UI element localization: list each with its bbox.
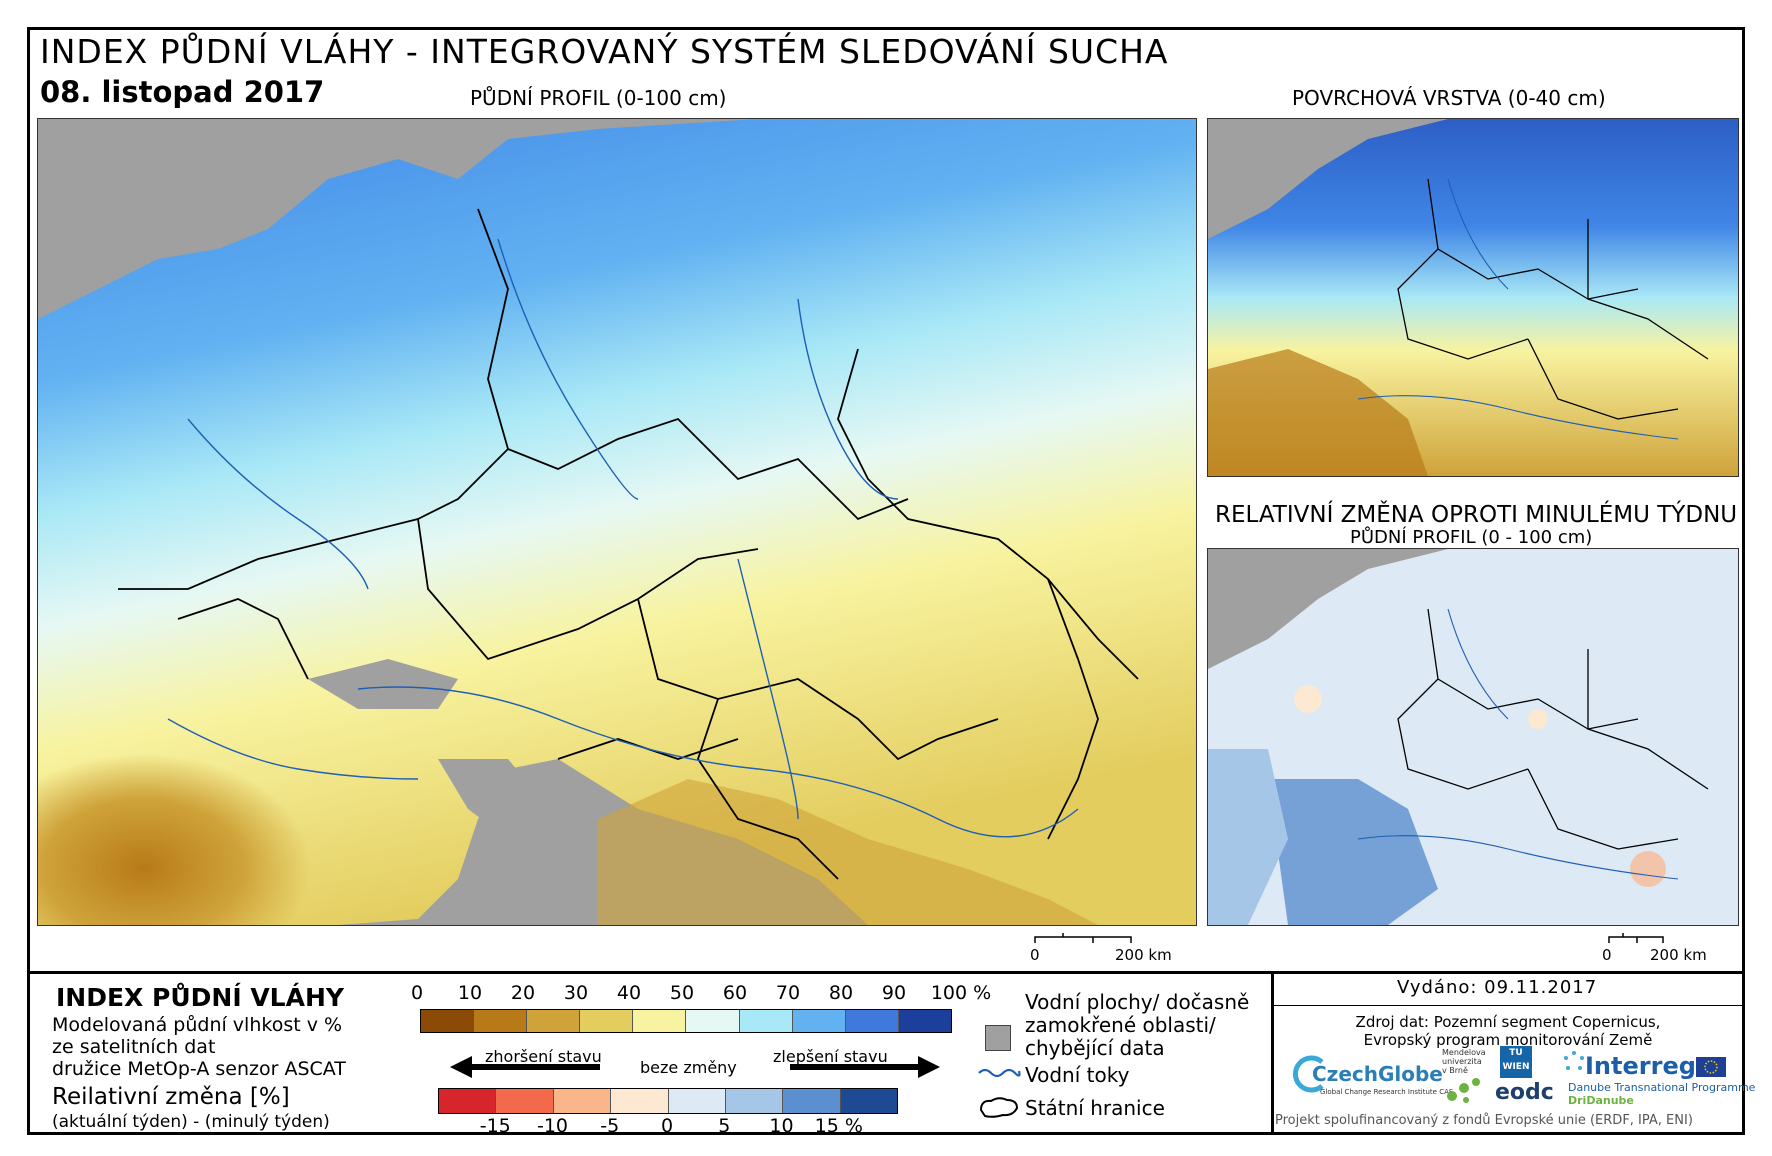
interreg-star-icon (1562, 1050, 1586, 1074)
tick-label: 15 % (814, 1115, 863, 1137)
index-color-ramp (420, 1009, 952, 1033)
index-tick-labels: 0 10 20 30 40 50 60 70 80 90 100 % (411, 982, 991, 1006)
credits-divider (1271, 971, 1274, 1135)
tick-label: -15 (479, 1115, 511, 1137)
index-ramp-swatch (474, 1010, 528, 1032)
surface-map-graphic (1208, 119, 1738, 476)
tick-label: 20 (510, 982, 536, 1004)
czechglobe-text: CzechGlobe (1312, 1062, 1443, 1086)
index-ramp-swatch (633, 1010, 687, 1032)
legend-index-line-3: družice MetOp-A senzor ASCAT (52, 1058, 346, 1080)
change-ramp-swatch (725, 1089, 784, 1113)
borders-label: Státní hranice (1025, 1096, 1165, 1120)
change-panel-subtitle: PŮDNÍ PROFIL (0 - 100 cm) (1350, 527, 1593, 548)
source-line-2: Evropský program monitorování Země (1363, 1031, 1653, 1049)
water-label-1: Vodní plochy/ dočasně (1025, 990, 1250, 1014)
river-symbol-icon (977, 1064, 1021, 1084)
czechglobe-logo: CzechGlobe Global Change Research Instit… (1292, 1052, 1453, 1102)
arrows-graphic (450, 1052, 940, 1086)
tick-label: -10 (536, 1115, 569, 1137)
tick-label: 100 % (930, 982, 992, 1004)
legend-change-line: (aktuální týden) - (minulý týden) (52, 1112, 330, 1132)
funding-footer: Projekt spolufinancovaný z fondů Evropsk… (1275, 1113, 1693, 1128)
change-ramp-swatch (783, 1089, 841, 1113)
source-line-1: Zdroj dat: Pozemní segment Copernicus, (1355, 1013, 1661, 1031)
index-ramp-swatch (845, 1010, 899, 1032)
water-label-3: chybějící data (1025, 1036, 1165, 1060)
tick-label: 40 (616, 982, 642, 1004)
change-color-ramp (438, 1088, 898, 1114)
change-ramp-swatch (840, 1089, 897, 1113)
border-symbol-icon (977, 1094, 1021, 1124)
index-ramp-swatch (898, 1010, 951, 1032)
index-ramp-swatch (792, 1010, 846, 1032)
change-scale-km: 200 km (1650, 946, 1707, 964)
tuwien-logo: TU WIEN (1500, 1046, 1532, 1078)
interreg-text: Interreg (1585, 1052, 1696, 1080)
main-title: INDEX PŮDNÍ VLÁHY - INTEGROVANÝ SYSTÉM S… (40, 32, 1169, 71)
legend-index-line-2: ze satelitních dat (52, 1036, 216, 1058)
surface-map (1207, 118, 1739, 477)
legend-index-title: INDEX PŮDNÍ VLÁHY (56, 983, 344, 1012)
change-map-graphic (1208, 549, 1738, 925)
change-ramp-swatch (553, 1089, 612, 1113)
scalebar-graphic (1608, 933, 1664, 943)
czechglobe-subtext: Global Change Research Institute CAS (1320, 1088, 1454, 1096)
change-ramp-swatch (439, 1089, 497, 1113)
dridanube-text: DriDanube (1568, 1094, 1634, 1107)
tick-label: -5 (600, 1115, 620, 1137)
tick-label: 60 (722, 982, 748, 1004)
legend-index-line-1: Modelovaná půdní vlhkost v % (52, 1014, 343, 1036)
tick-label: 10 (457, 982, 483, 1004)
change-tick-labels: -15 -10 -5 0 5 10 15 % (438, 1115, 896, 1137)
surface-panel-title: POVRCHOVÁ VRSTVA (0-40 cm) (1292, 86, 1606, 110)
mendel-logo: Mendelova univerzita v Brně (1442, 1048, 1504, 1106)
water-label-2: zamokřené oblasti/ (1025, 1013, 1216, 1037)
change-ramp-swatch (668, 1089, 726, 1113)
tick-label: 50 (669, 982, 695, 1004)
change-ramp-swatch (611, 1089, 669, 1113)
change-map (1207, 548, 1739, 926)
tick-label: 10 (769, 1115, 794, 1137)
change-panel-title: RELATIVNÍ ZMĚNA OPROTI MINULÉMU TÝDNU (1215, 502, 1738, 528)
index-ramp-swatch (739, 1010, 793, 1032)
tick-label: 30 (563, 982, 589, 1004)
arrow-better-label: zlepšení stavu (773, 1047, 888, 1066)
arrow-worse-label: zhoršení stavu (485, 1047, 602, 1066)
change-scale-zero: 0 (1602, 946, 1612, 964)
tick-label: 5 (718, 1115, 731, 1137)
index-ramp-swatch (527, 1010, 581, 1032)
index-ramp-swatch (421, 1010, 475, 1032)
main-map (37, 118, 1197, 926)
tick-label: 70 (775, 982, 801, 1004)
arrow-none-label: beze změny (640, 1058, 737, 1077)
legend-divider (30, 971, 1742, 974)
main-panel-title: PŮDNÍ PROFIL (0-100 cm) (470, 86, 727, 110)
scalebar-graphic (1034, 933, 1132, 943)
water-swatch (985, 1025, 1011, 1051)
tick-label: 0 (410, 982, 424, 1004)
index-ramp-swatch (580, 1010, 634, 1032)
index-ramp-swatch (686, 1010, 740, 1032)
date-label: 08. listopad 2017 (40, 75, 325, 109)
eodc-logo: eodc (1495, 1080, 1554, 1105)
main-scale-km: 200 km (1115, 946, 1172, 964)
eu-flag-icon (1696, 1057, 1726, 1077)
main-scale-zero: 0 (1030, 946, 1040, 964)
change-scalebar (1607, 933, 1667, 949)
main-map-graphic (38, 119, 1196, 925)
issued-date: Vydáno: 09.11.2017 (1397, 977, 1598, 998)
map-sheet: INDEX PŮDNÍ VLÁHY - INTEGROVANÝ SYSTÉM S… (27, 27, 1755, 1137)
interreg-subtext: Danube Transnational Programme (1568, 1081, 1756, 1094)
tick-label: 80 (828, 982, 854, 1004)
issued-divider (1274, 1005, 1742, 1006)
mendel-text: Mendelova univerzita v Brně (1442, 1048, 1486, 1075)
rivers-label: Vodní toky (1025, 1063, 1130, 1087)
change-ramp-swatch (496, 1089, 554, 1113)
legend-change-title: Reilativní změna [%] (52, 1084, 290, 1110)
tick-label: 90 (881, 982, 907, 1004)
tick-label: 0 (660, 1115, 674, 1137)
main-scalebar (1033, 933, 1133, 949)
